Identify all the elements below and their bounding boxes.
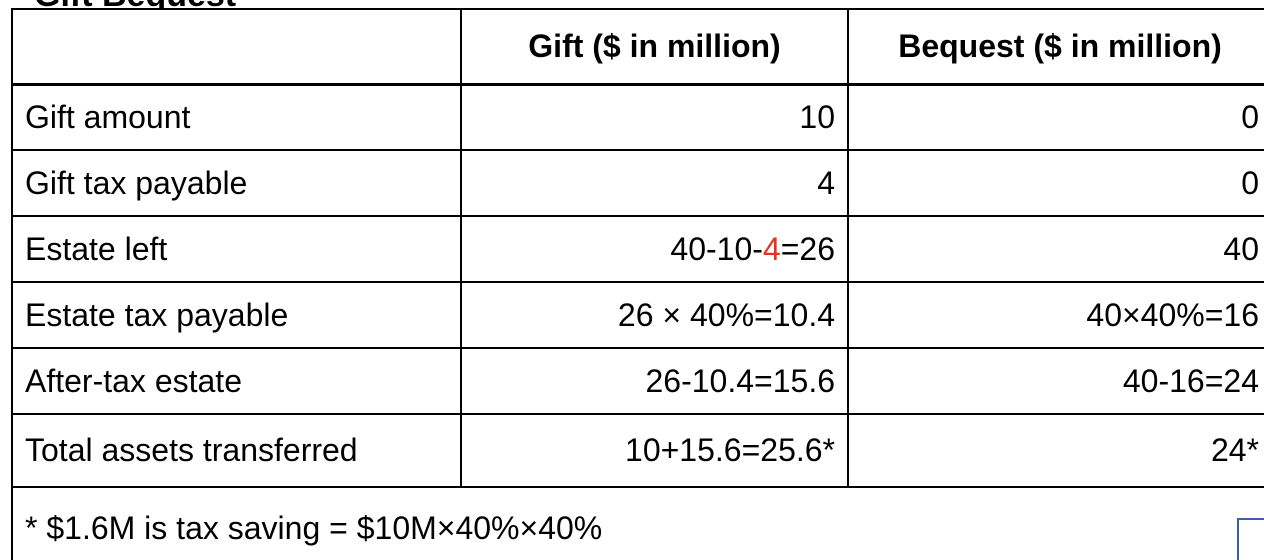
row-label: Estate tax payable	[11, 281, 462, 349]
table-row: Estate tax payable 26 × 40%=10.4 40×40%=…	[11, 281, 1264, 349]
gift-vs-bequest-table: Gift ($ in million) Bequest ($ in millio…	[11, 8, 1264, 560]
table-row: Estate left 40-10-4=26 40	[11, 215, 1264, 283]
slide-title: Gift Bequest	[34, 0, 236, 10]
header-gift: Gift ($ in million)	[460, 8, 849, 86]
bequest-value: 40	[847, 215, 1264, 283]
row-label: After-tax estate	[11, 347, 462, 415]
gift-value: 10	[460, 83, 849, 151]
bequest-value: 0	[847, 149, 1264, 217]
table-row: Total assets transferred 10+15.6=25.6* 2…	[11, 413, 1264, 488]
table-row: Gift amount 10 0	[11, 83, 1264, 151]
header-row: Gift ($ in million) Bequest ($ in millio…	[11, 8, 1264, 86]
table-row: After-tax estate 26-10.4=15.6 40-16=24	[11, 347, 1264, 415]
gift-value: 26-10.4=15.6	[460, 347, 849, 415]
gift-tax-highlight: 4	[762, 230, 781, 267]
table-row: Gift tax payable 4 0	[11, 149, 1264, 217]
slide-title-cut-off: Gift Bequest	[0, 0, 1264, 10]
bequest-value: 0	[847, 83, 1264, 151]
bequest-value: 24*	[847, 413, 1264, 488]
bequest-value: 40-16=24	[847, 347, 1264, 415]
gift-value: 26 × 40%=10.4	[460, 281, 849, 349]
footnote-row: * $1.6M is tax saving = $10M×40%×40%	[11, 486, 1264, 560]
header-bequest: Bequest ($ in million)	[847, 8, 1264, 86]
header-empty-cell	[11, 8, 462, 86]
gift-value: 10+15.6=25.6*	[460, 413, 849, 488]
corner-textbox-outline	[1237, 518, 1264, 560]
row-label: Estate left	[11, 215, 462, 283]
gift-value-prefix: 40-10-	[670, 230, 763, 267]
gift-value-suffix: =26	[780, 230, 835, 267]
gift-value: 40-10-4=26	[460, 215, 849, 283]
bequest-value: 40×40%=16	[847, 281, 1264, 349]
row-label: Gift amount	[11, 83, 462, 151]
gift-value: 4	[460, 149, 849, 217]
row-label: Gift tax payable	[11, 149, 462, 217]
footnote: * $1.6M is tax saving = $10M×40%×40%	[11, 486, 1264, 560]
row-label: Total assets transferred	[11, 413, 462, 488]
